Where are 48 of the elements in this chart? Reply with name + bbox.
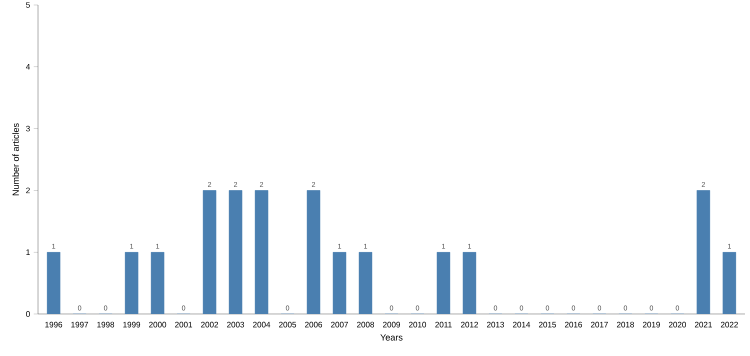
y-tick-label: 5 (26, 2, 30, 8)
y-tick-label: 2 (26, 188, 30, 194)
x-tick-label: 2011 (435, 322, 452, 328)
x-tick-label: 2022 (720, 322, 738, 328)
y-tick-label: 0 (26, 311, 30, 317)
bar (722, 252, 736, 314)
bar (306, 190, 320, 314)
x-tick-label: 2017 (590, 322, 608, 328)
x-tick-label: 2008 (357, 322, 374, 328)
x-tick-label: 2005 (279, 322, 296, 328)
x-tick-label: 2016 (564, 322, 582, 328)
x-tick-label: 2003 (227, 322, 244, 328)
x-tick-label: 2006 (305, 322, 322, 328)
bar (254, 190, 268, 314)
bar (124, 252, 138, 314)
bar (696, 190, 710, 314)
bar (150, 252, 164, 314)
x-tick-label: 2004 (253, 322, 270, 328)
x-tick-label: 1999 (123, 322, 140, 328)
bar (436, 252, 450, 314)
x-tick-label: 2015 (538, 322, 556, 328)
bar (462, 252, 476, 314)
x-tick-label: 2019 (642, 322, 660, 328)
x-tick-label: 1996 (45, 322, 62, 328)
x-tick-label: 2010 (409, 322, 426, 328)
x-tick-label: 1997 (71, 322, 88, 328)
x-tick-label: 2021 (694, 322, 712, 328)
x-tick-label: 2001 (175, 322, 192, 328)
x-tick-label: 2018 (616, 322, 634, 328)
y-tick-label: 4 (26, 64, 30, 70)
y-tick-label: 1 (26, 249, 30, 255)
y-axis-title: Number of articles (12, 123, 19, 196)
bar (46, 252, 60, 314)
bar (358, 252, 372, 314)
y-tick-label: 3 (26, 126, 30, 132)
x-tick-label: 1998 (97, 322, 114, 328)
bar (228, 190, 242, 314)
x-tick-label: 2014 (512, 322, 530, 328)
x-tick-label: 2020 (668, 322, 686, 328)
x-tick-label: 2000 (149, 322, 166, 328)
x-axis-title: Years (380, 334, 403, 341)
x-tick-label: 2002 (201, 322, 218, 328)
x-tick-label: 2012 (460, 322, 478, 328)
bar (202, 190, 216, 314)
x-tick-label: 2013 (486, 322, 504, 328)
x-tick-label: 2009 (383, 322, 400, 328)
x-tick-label: 2007 (331, 322, 348, 328)
bar (332, 252, 346, 314)
